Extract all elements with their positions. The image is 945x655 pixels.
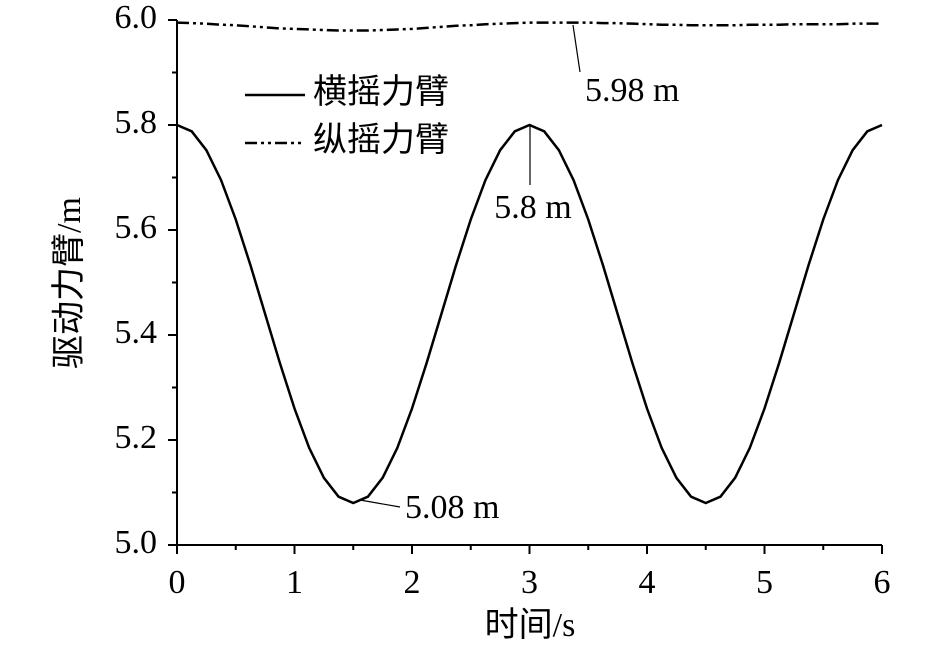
y-tick-label: 5.4 xyxy=(115,314,158,351)
annotation: 5.08 m xyxy=(405,489,499,526)
x-tick-label: 2 xyxy=(404,564,421,601)
annotation: 5.98 m xyxy=(585,72,679,109)
legend-label: 纵摇力臂 xyxy=(313,121,449,159)
series-line xyxy=(176,21,882,32)
x-tick-label: 1 xyxy=(286,564,303,601)
x-tick-label: 0 xyxy=(169,564,186,601)
legend-label: 横摇力臂 xyxy=(313,73,449,111)
x-tick-label: 6 xyxy=(874,564,891,601)
x-tick-label: 3 xyxy=(521,564,538,601)
x-tick-label: 5 xyxy=(756,564,773,601)
x-tick-label: 4 xyxy=(639,564,656,601)
annotation: 5.8 m xyxy=(494,189,571,226)
y-tick-label: 5.0 xyxy=(115,524,158,561)
annotation-leader xyxy=(359,499,401,508)
annotation-leader xyxy=(572,24,581,73)
y-axis-label: 驱动力臂/m xyxy=(50,197,88,369)
x-axis-label: 时间/s xyxy=(485,607,576,644)
y-tick-label: 5.8 xyxy=(115,104,158,141)
y-tick-label: 5.2 xyxy=(115,419,158,456)
y-tick-label: 6.0 xyxy=(115,0,158,36)
y-tick-label: 5.6 xyxy=(115,209,158,246)
